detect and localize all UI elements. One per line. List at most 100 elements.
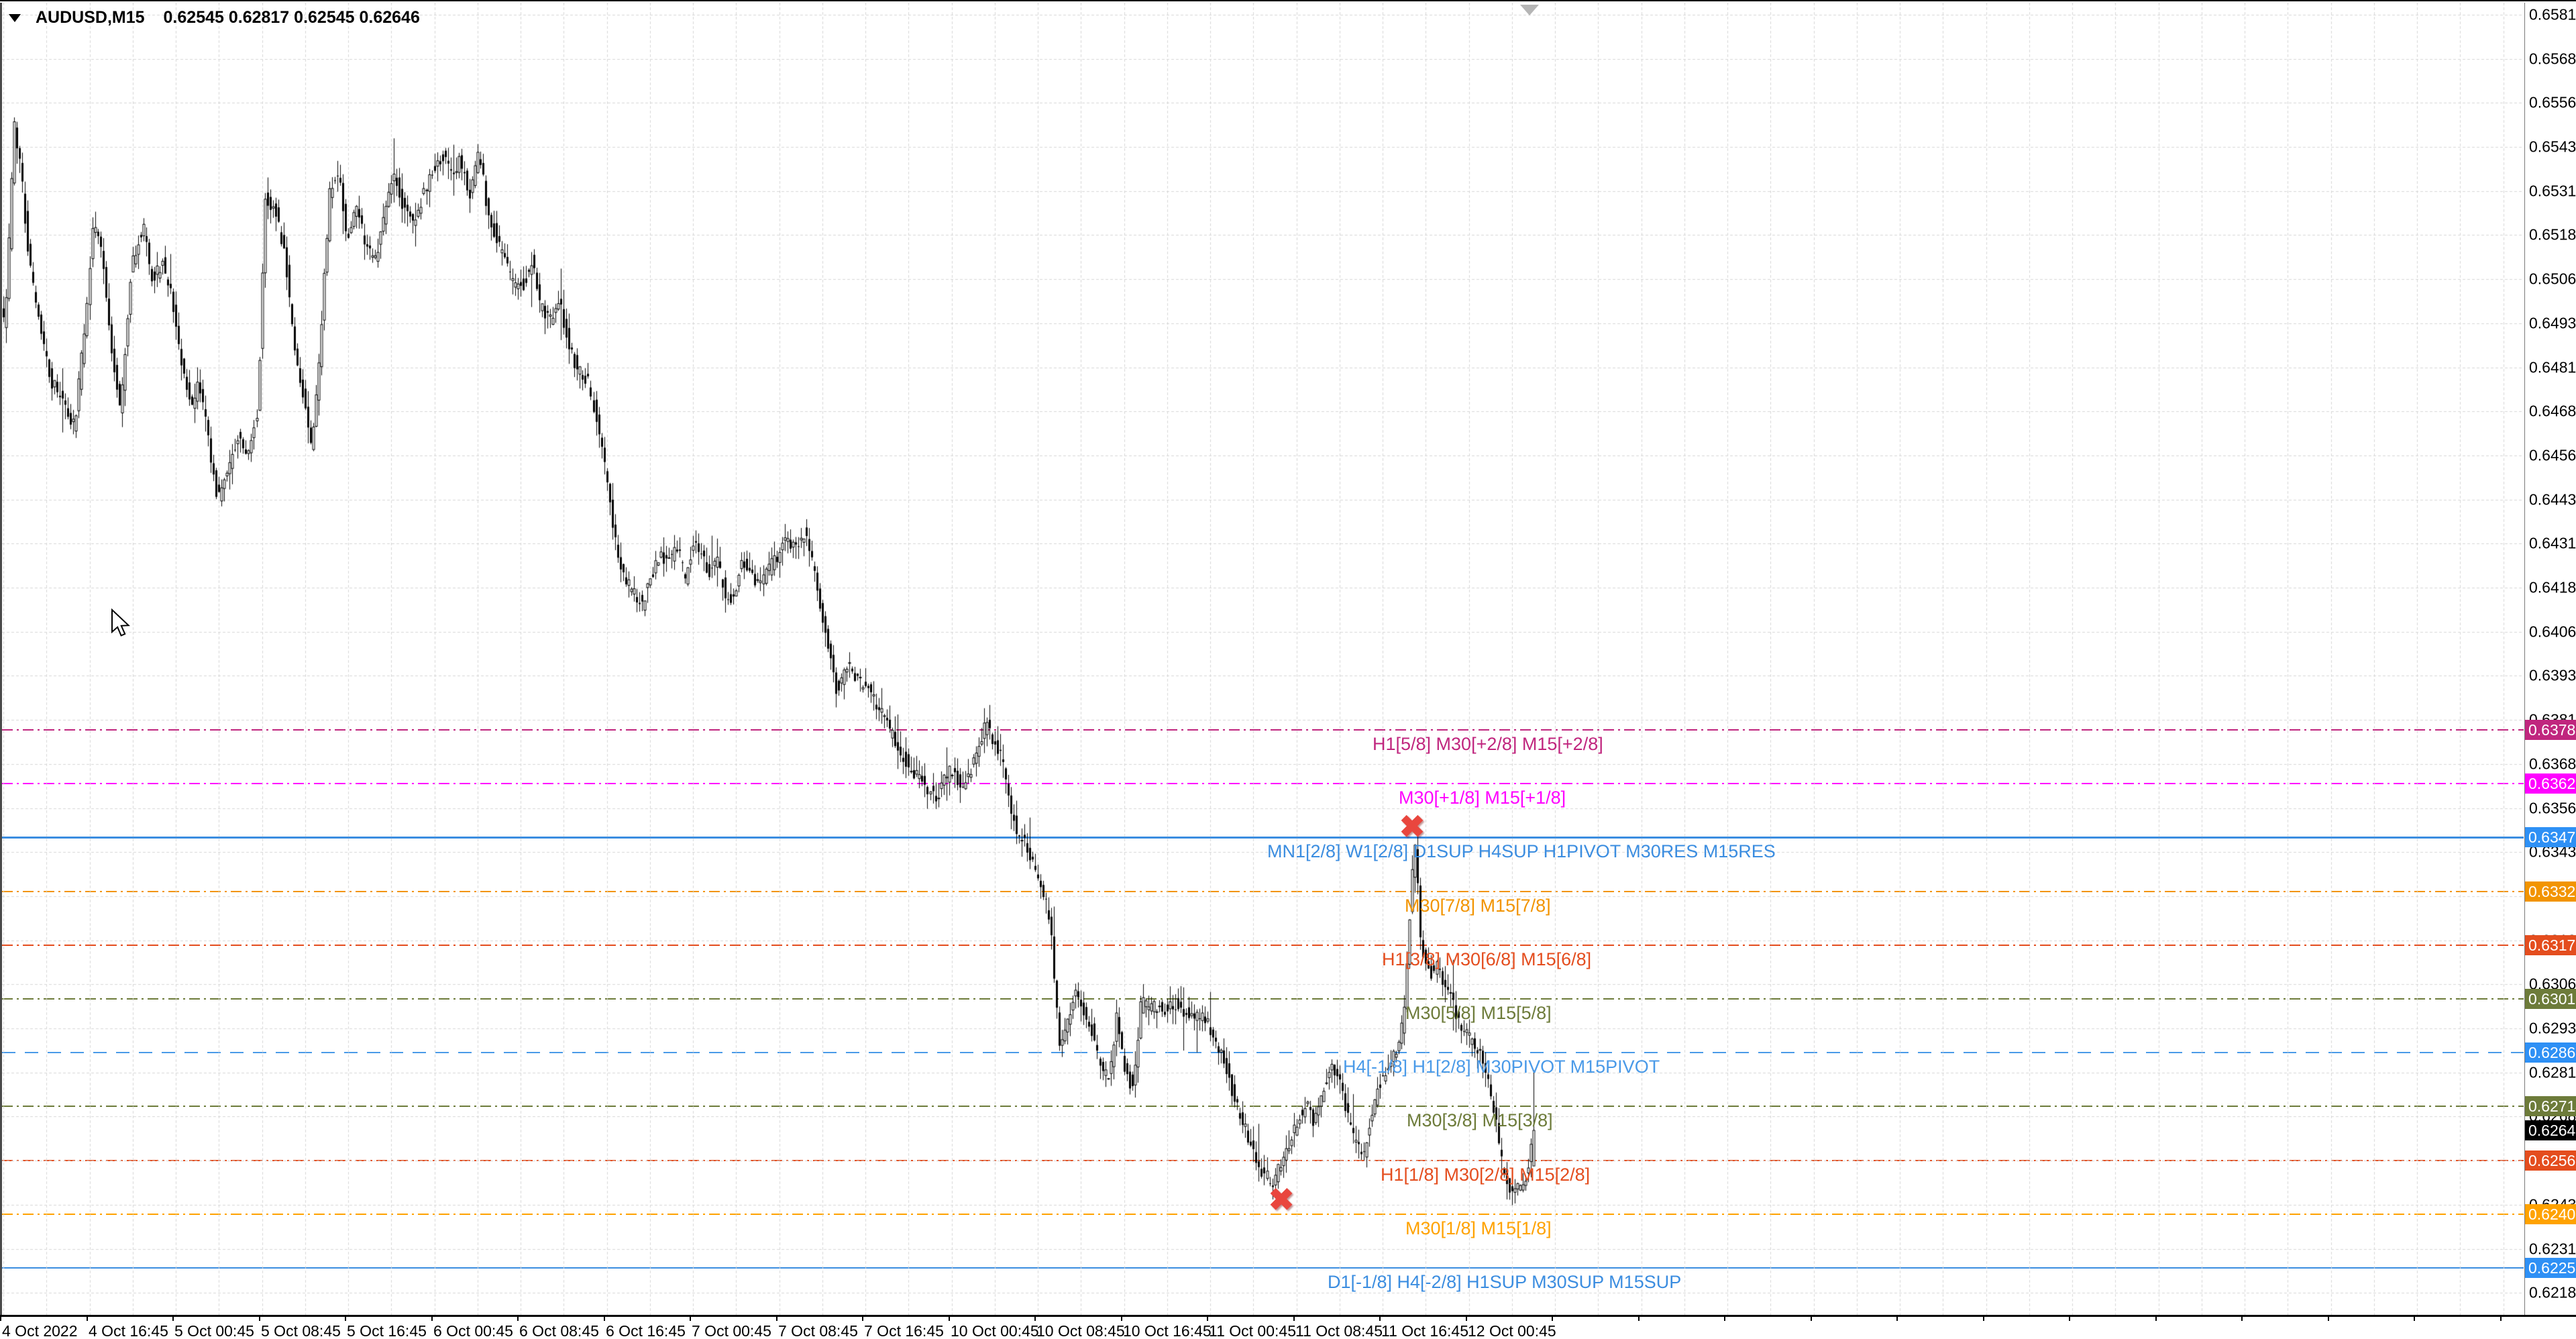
time-axis-label: 6 Oct 00:45 xyxy=(433,1322,513,1339)
price-level-badge-value: 0.63629 xyxy=(2528,774,2576,792)
time-axis-tick xyxy=(1552,1317,1553,1321)
price-level-badge-value: 0.62714 xyxy=(2528,1097,2576,1115)
time-axis-tick xyxy=(345,1317,346,1321)
price-level-badge: 0.62646 xyxy=(2525,1120,2576,1140)
price-axis-tick-label: 0.64435 xyxy=(2529,490,2576,508)
price-level-badge: 0.62561 xyxy=(2525,1150,2576,1171)
time-axis-tick xyxy=(172,1317,174,1321)
price-level-badge-value: 0.62408 xyxy=(2528,1205,2576,1223)
price-level-badge: 0.62714 xyxy=(2525,1096,2576,1116)
time-axis-label: 10 Oct 16:45 xyxy=(1123,1322,1212,1339)
time-axis-tick xyxy=(2328,1317,2329,1321)
time-axis-label: 4 Oct 16:45 xyxy=(89,1322,168,1339)
murrey-level-label: MN1[2/8] W1[2/8] D1SUP H4SUP H1PIVOT M30… xyxy=(1267,841,1776,861)
price-axis-tick-label: 0.64935 xyxy=(2529,314,2576,332)
price-axis-tick-label: 0.62935 xyxy=(2529,1019,2576,1037)
time-axis-tick xyxy=(1811,1317,1812,1321)
time-axis-tick xyxy=(0,1317,1,1321)
time-axis-label: 11 Oct 08:45 xyxy=(1295,1322,1383,1339)
time-axis-tick xyxy=(2500,1317,2502,1321)
price-level-badge-value: 0.62256 xyxy=(2528,1258,2576,1277)
time-axis-label: 7 Oct 08:45 xyxy=(778,1322,858,1339)
price-axis-tick-label: 0.65685 xyxy=(2529,50,2576,68)
price-level-badge: 0.63324 xyxy=(2525,881,2576,902)
time-axis-tick xyxy=(1034,1317,1036,1321)
time-axis-label: 6 Oct 16:45 xyxy=(606,1322,686,1339)
time-axis-label: 4 Oct 2022 xyxy=(2,1322,78,1339)
price-axis-tick-label: 0.63935 xyxy=(2529,666,2576,684)
time-axis-tick xyxy=(1896,1317,1898,1321)
time-axis-tick xyxy=(1293,1317,1295,1321)
price-axis-tick-label: 0.64185 xyxy=(2529,578,2576,596)
candlestick-canvas xyxy=(2,3,2524,1315)
time-axis-tick xyxy=(1638,1317,1640,1321)
time-axis-tick xyxy=(604,1317,605,1321)
price-axis-tick-label: 0.63685 xyxy=(2529,755,2576,773)
murrey-level-label: H1[5/8] M30[+2/8] M15[+2/8] xyxy=(1373,734,1603,754)
time-axis-tick xyxy=(690,1317,691,1321)
time-axis-tick xyxy=(431,1317,433,1321)
time-axis: 4 Oct 2022 4 Oct 16:45 5 Oct 00:45 5 Oct 08… xyxy=(0,1315,2576,1339)
price-axis-tick-label: 0.65185 xyxy=(2529,225,2576,244)
time-axis-tick xyxy=(2155,1317,2157,1321)
chart-ohlc-values: 0.62545 0.62817 0.62545 0.62646 xyxy=(163,8,420,27)
time-axis-tick xyxy=(517,1317,519,1321)
mouse-cursor xyxy=(111,608,130,637)
signal-cross-marker-icon: ✖ xyxy=(1268,1181,1295,1217)
chart-menu-caret-icon[interactable] xyxy=(9,13,21,22)
murrey-level-label: H1[1/8] M30[2/8] M15[2/8] xyxy=(1381,1165,1591,1185)
price-level-badge-value: 0.62561 xyxy=(2528,1151,2576,1169)
time-axis-tick xyxy=(1121,1317,1122,1321)
price-axis-tick-label: 0.65435 xyxy=(2529,138,2576,156)
price-level-badge: 0.63171 xyxy=(2525,935,2576,955)
time-axis-label: 11 Oct 16:45 xyxy=(1381,1322,1468,1339)
price-level-badge-value: 0.63324 xyxy=(2528,882,2576,900)
price-level-badge-value: 0.62646 xyxy=(2528,1121,2576,1139)
time-axis-tick xyxy=(2241,1317,2243,1321)
chart-plot-area[interactable]: H1[5/8] M30[+2/8] M15[+2/8] M30[+1/8] M15… xyxy=(0,3,2524,1315)
time-axis-label: 5 Oct 00:45 xyxy=(174,1322,254,1339)
time-axis-label: 5 Oct 16:45 xyxy=(347,1322,427,1339)
time-axis-tick xyxy=(1983,1317,1984,1321)
time-axis-label: 10 Oct 08:45 xyxy=(1036,1322,1125,1339)
time-axis-label: 10 Oct 00:45 xyxy=(951,1322,1039,1339)
price-level-badge-value: 0.63171 xyxy=(2528,936,2576,954)
murrey-level-label: H4[-1/8] H1[2/8] M30PIVOT M15PIVOT xyxy=(1343,1057,1660,1077)
time-axis-tick xyxy=(1207,1317,1208,1321)
time-axis-label: 7 Oct 00:45 xyxy=(692,1322,771,1339)
murrey-level-label: M30[3/8] M15[3/8] xyxy=(1407,1110,1553,1130)
price-level-badge-value: 0.63782 xyxy=(2528,720,2576,739)
murrey-level-label: D1[-1/8] H4[-2/8] H1SUP M30SUP M15SUP xyxy=(1328,1272,1682,1292)
price-level-badge: 0.63019 xyxy=(2525,989,2576,1009)
time-axis-tick xyxy=(259,1317,260,1321)
time-axis-tick xyxy=(2414,1317,2415,1321)
time-axis-tick xyxy=(1466,1317,1467,1321)
murrey-level-label: M30[5/8] M15[5/8] xyxy=(1405,1003,1552,1023)
murrey-level-label: H1[3/8] M30[6/8] M15[6/8] xyxy=(1382,949,1592,969)
chart-shift-marker-icon[interactable] xyxy=(1520,5,1539,15)
time-axis-tick xyxy=(87,1317,88,1321)
time-axis-tick xyxy=(862,1317,863,1321)
time-axis-tick xyxy=(949,1317,950,1321)
time-axis-label: 11 Oct 00:45 xyxy=(1209,1322,1296,1339)
time-axis-tick xyxy=(1724,1317,1725,1321)
murrey-level-label: M30[7/8] M15[7/8] xyxy=(1405,896,1551,916)
time-axis-tick xyxy=(776,1317,777,1321)
time-axis-label: 5 Oct 08:45 xyxy=(261,1322,341,1339)
time-axis-label: 12 Oct 00:45 xyxy=(1468,1322,1556,1339)
price-level-badge: 0.62256 xyxy=(2525,1258,2576,1278)
chart-symbol-period: AUDUSD,M15 xyxy=(36,8,145,27)
price-axis-tick-label: 0.62185 xyxy=(2529,1283,2576,1301)
price-level-badge: 0.63477 xyxy=(2525,827,2576,847)
